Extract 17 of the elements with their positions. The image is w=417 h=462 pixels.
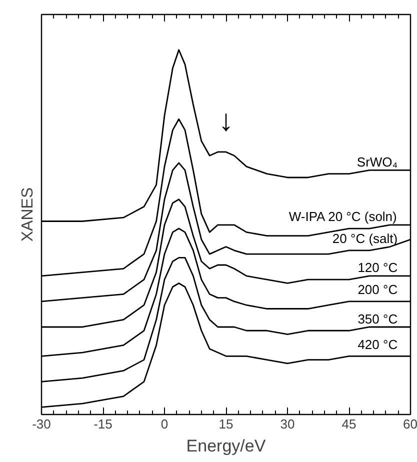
annotation: ↓ xyxy=(218,104,234,138)
series-label: SrWO₄ xyxy=(356,154,398,170)
series-label: W-IPA 20 °C (soln) xyxy=(288,209,397,224)
x-tick-label: 45 xyxy=(342,416,356,432)
x-tick-label: -15 xyxy=(94,416,112,432)
x-tick-label: 30 xyxy=(280,416,295,432)
series-label: 200 °C xyxy=(358,282,398,298)
y-axis-title: XANES xyxy=(20,187,36,242)
series-label: 120 °C xyxy=(358,260,398,276)
x-tick-label: 0 xyxy=(160,416,168,432)
series-label: 350 °C xyxy=(358,311,398,326)
x-tick-label: -30 xyxy=(32,416,51,432)
series-label: 20 °C (salt) xyxy=(332,231,398,246)
series-label: 420 °C xyxy=(358,336,398,352)
x-tick-label: 60 xyxy=(403,416,417,432)
x-tick-label: 15 xyxy=(218,416,234,432)
x-axis-title: Energy/eV xyxy=(186,436,266,456)
